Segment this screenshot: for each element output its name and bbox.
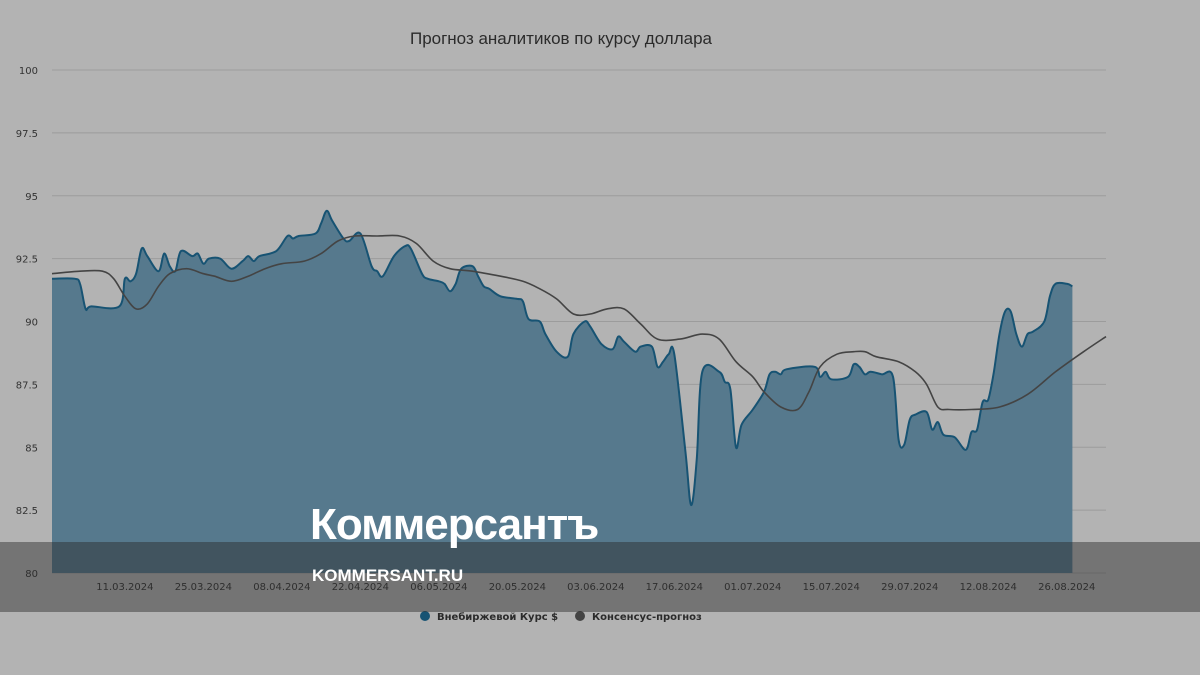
- legend-item-consensus[interactable]: Консенсус-прогноз: [575, 611, 702, 623]
- legend-label-usd: Внебиржевой Курс $: [437, 611, 558, 623]
- chart-title: Прогноз аналитиков по курсу доллара: [410, 29, 713, 48]
- usd-rate-area: [52, 210, 1073, 573]
- x-tick-label: 29.07.2024: [881, 582, 938, 593]
- y-tick-label: 95: [25, 192, 38, 203]
- series-layer: [51, 209, 1107, 573]
- x-tick-label: 17.06.2024: [646, 582, 703, 593]
- x-axis-tick-labels: 11.03.2024 25.03.2024 08.04.2024 22.04.2024…: [96, 582, 1095, 593]
- x-tick-label: 06.05.2024: [410, 582, 467, 593]
- x-tick-label: 15.07.2024: [803, 582, 860, 593]
- x-tick-label: 25.03.2024: [175, 582, 232, 593]
- y-tick-label: 90: [25, 318, 38, 329]
- legend-swatch-usd: [420, 611, 430, 621]
- x-tick-label: 01.07.2024: [724, 582, 781, 593]
- x-tick-label: 03.06.2024: [567, 582, 624, 593]
- watermark-banner: [0, 542, 1200, 612]
- legend-label-consensus: Консенсус-прогноз: [592, 612, 702, 623]
- legend-item-usd[interactable]: Внебиржевой Курс $: [420, 611, 558, 623]
- y-tick-label: 85: [25, 443, 38, 454]
- usd-rate-line: [51, 209, 1073, 507]
- y-tick-label: 87.5: [16, 380, 38, 391]
- legend-swatch-consensus: [575, 611, 585, 621]
- x-tick-label: 11.03.2024: [96, 582, 153, 593]
- legend[interactable]: Внебиржевой Курс $ Консенсус-прогноз: [420, 611, 702, 623]
- y-tick-label: 100: [19, 66, 38, 77]
- y-tick-label: 92.5: [16, 255, 38, 266]
- x-tick-label: 22.04.2024: [332, 582, 389, 593]
- x-tick-label: 12.08.2024: [960, 582, 1017, 593]
- consensus-forecast-line: [51, 234, 1107, 412]
- y-tick-label: 82.5: [16, 506, 38, 517]
- x-tick-label: 20.05.2024: [489, 582, 546, 593]
- y-tick-label: 80: [25, 569, 38, 580]
- watermark-url: KOMMERSANT.RU: [312, 566, 464, 585]
- watermark-logo: Коммерсантъ: [310, 500, 599, 549]
- x-tick-label: 08.04.2024: [253, 582, 310, 593]
- y-tick-label: 97.5: [16, 129, 38, 140]
- x-tick-label: 26.08.2024: [1038, 582, 1095, 593]
- y-axis-tick-labels: 80 82.5 85 87.5 90 92.5 95 97.5 100: [16, 66, 38, 580]
